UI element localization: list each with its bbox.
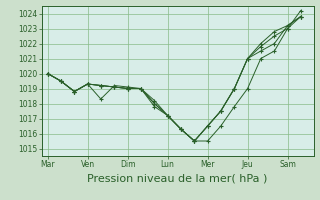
X-axis label: Pression niveau de la mer( hPa ): Pression niveau de la mer( hPa ): [87, 173, 268, 183]
